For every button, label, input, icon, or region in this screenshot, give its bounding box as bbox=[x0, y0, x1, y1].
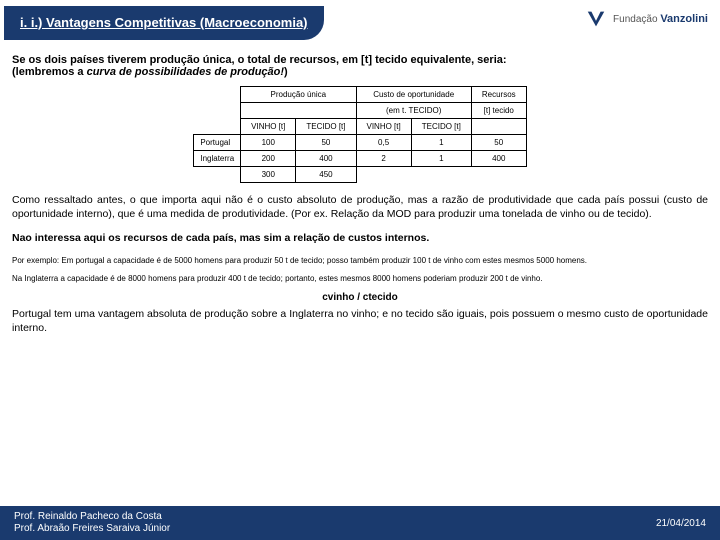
title-banner: i. i.) Vantagens Competitivas (Macroecon… bbox=[4, 6, 324, 40]
table-subheader-row: (em t. TECIDO) [t] tecido bbox=[194, 103, 526, 119]
paragraph-5: Portugal tem uma vantagem absoluta de pr… bbox=[12, 307, 708, 335]
table-columns-row: VINHO [t] TECIDO [t] VINHO [t] TECIDO [t… bbox=[194, 119, 526, 135]
page-title: i. i.) Vantagens Competitivas (Macroecon… bbox=[20, 15, 308, 30]
footer-date: 21/04/2014 bbox=[656, 518, 706, 529]
footer-authors: Prof. Reinaldo Pacheco da Costa Prof. Ab… bbox=[14, 511, 170, 535]
logo-text: Fundação Vanzolini bbox=[613, 13, 708, 25]
table-row: Inglaterra 200 400 2 1 400 bbox=[194, 151, 526, 167]
paragraph-1: Como ressaltado antes, o que importa aqu… bbox=[12, 193, 708, 221]
table-totals-row: 300 450 bbox=[194, 167, 526, 183]
footer-bar: Prof. Reinaldo Pacheco da Costa Prof. Ab… bbox=[0, 506, 720, 540]
production-table: Produção única Custo de oportunidade Rec… bbox=[193, 86, 526, 183]
formula: cvinho / ctecido bbox=[0, 292, 720, 303]
paragraph-4: Na Inglaterra a capacidade é de 8000 hom… bbox=[12, 274, 708, 284]
table-header-row: Produção única Custo de oportunidade Rec… bbox=[194, 87, 526, 103]
intro-text: Se os dois países tiverem produção única… bbox=[12, 54, 708, 78]
table-row: Portugal 100 50 0,5 1 50 bbox=[194, 135, 526, 151]
paragraph-3: Por exemplo: Em portugal a capacidade é … bbox=[12, 256, 708, 266]
brand-logo: Fundação Vanzolini bbox=[585, 8, 708, 30]
vanzolini-icon bbox=[585, 8, 607, 30]
paragraph-2: Nao interessa aqui os recursos de cada p… bbox=[12, 231, 708, 245]
